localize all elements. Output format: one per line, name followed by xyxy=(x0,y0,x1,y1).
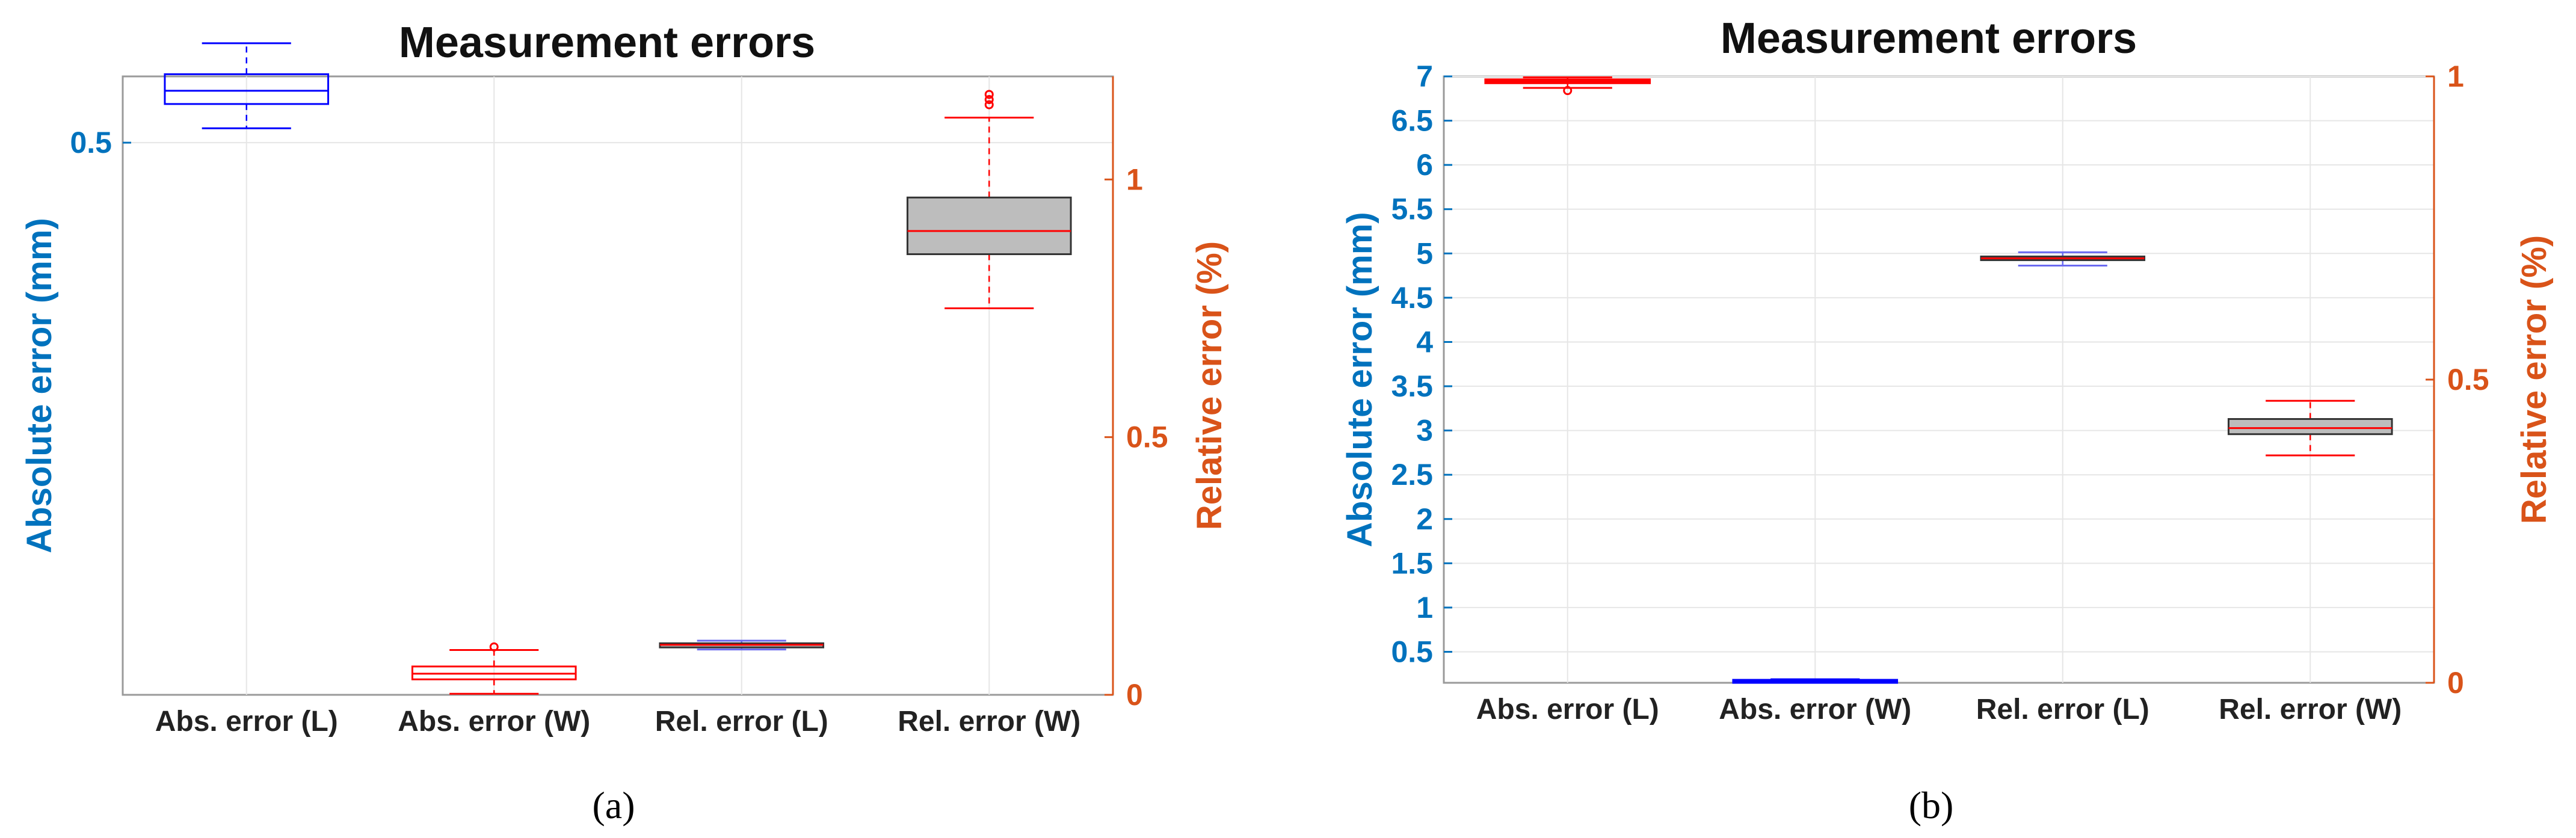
box-iqr xyxy=(2227,418,2393,436)
left-tick-label: 4.5 xyxy=(1391,281,1433,315)
box-group xyxy=(1484,76,2393,684)
box-iqr xyxy=(164,73,330,105)
box-group xyxy=(164,42,1072,695)
left-tick-label: 2 xyxy=(1416,502,1433,536)
left-tick-label: 5 xyxy=(1416,236,1433,270)
left-tick-label: 5.5 xyxy=(1391,193,1433,226)
x-tick-label: Abs. error (L) xyxy=(1476,694,1659,726)
left-tick-label: 0.5 xyxy=(1391,635,1433,668)
x-axis-ticks: Abs. error (L) Abs. error (W) Rel. error (… xyxy=(1476,694,2402,726)
outlier-point xyxy=(1563,86,1573,96)
x-tick-label: Rel. error (L) xyxy=(655,706,828,738)
outlier-point xyxy=(489,642,499,652)
left-tick-label: 2.5 xyxy=(1391,458,1433,491)
right-axis-label: Relative error (%) xyxy=(1190,241,1229,530)
x-tick-label: Rel. error (W) xyxy=(2219,694,2402,726)
right-axis-label: Relative error (%) xyxy=(2515,235,2554,524)
chart-panel-b: Measurement errors 0.5 1 1.5 2 2.5 3 3.5 4 4.5 5 5… xyxy=(1340,14,2554,827)
box-iqr xyxy=(906,196,1072,256)
right-tick-label: 0 xyxy=(1126,678,1143,712)
outlier-point xyxy=(984,90,994,99)
left-tick-label: 3.5 xyxy=(1391,369,1433,403)
right-tick-label: 1 xyxy=(1126,162,1143,196)
left-tick-label: 6 xyxy=(1416,148,1433,182)
grid-lines xyxy=(123,76,1113,695)
left-tick-label: 1 xyxy=(1416,591,1433,624)
x-tick-label: Abs. error (W) xyxy=(398,706,590,738)
x-axis-ticks: Abs. error (L) Abs. error (W) Rel. error (… xyxy=(155,706,1081,738)
chart-title: Measurement errors xyxy=(1721,14,2137,63)
right-tick-label: 1 xyxy=(2447,60,2464,93)
left-tick-label: 6.5 xyxy=(1391,104,1433,138)
panel-caption: (b) xyxy=(1909,784,1954,827)
right-axis-ticks: 00.51 xyxy=(2426,60,2489,700)
outlier-point xyxy=(984,95,994,105)
left-axis-ticks: 0.5 1 1.5 2 2.5 3 3.5 4 4.5 5 5.5 6 6.5 7 xyxy=(1391,60,1452,668)
left-tick-label: 1.5 xyxy=(1391,546,1433,580)
left-tick-label: 4 xyxy=(1416,325,1433,359)
left-tick-label: 3 xyxy=(1416,414,1433,448)
x-tick-label: Abs. error (L) xyxy=(155,706,338,738)
left-axis-label: Absolute error (mm) xyxy=(1340,212,1379,547)
plot-frame xyxy=(122,75,1114,696)
panel-caption: (a) xyxy=(592,784,635,827)
right-axis-ticks: 00.51 xyxy=(1105,76,1168,712)
left-axis-label: Absolute error (mm) xyxy=(20,218,59,553)
left-tick-label: 7 xyxy=(1416,60,1433,93)
right-tick-label: 0.5 xyxy=(1126,421,1168,454)
outlier-point xyxy=(984,100,994,109)
chart-panel-a: Measurement errors 0.5 00.51 Abs. error … xyxy=(20,19,1229,827)
x-tick-label: Rel. error (W) xyxy=(898,706,1080,738)
x-tick-label: Abs. error (W) xyxy=(1719,694,1911,726)
x-tick-label: Rel. error (L) xyxy=(1976,694,2149,726)
grid-lines xyxy=(1444,76,2434,683)
right-tick-label: 0.5 xyxy=(2447,363,2489,396)
plot-frame xyxy=(1443,75,2435,684)
chart-title: Measurement errors xyxy=(399,19,815,67)
left-axis-ticks: 0.5 xyxy=(70,126,131,159)
right-tick-label: 0 xyxy=(2447,666,2464,700)
left-tick-label: 0.5 xyxy=(70,126,112,159)
